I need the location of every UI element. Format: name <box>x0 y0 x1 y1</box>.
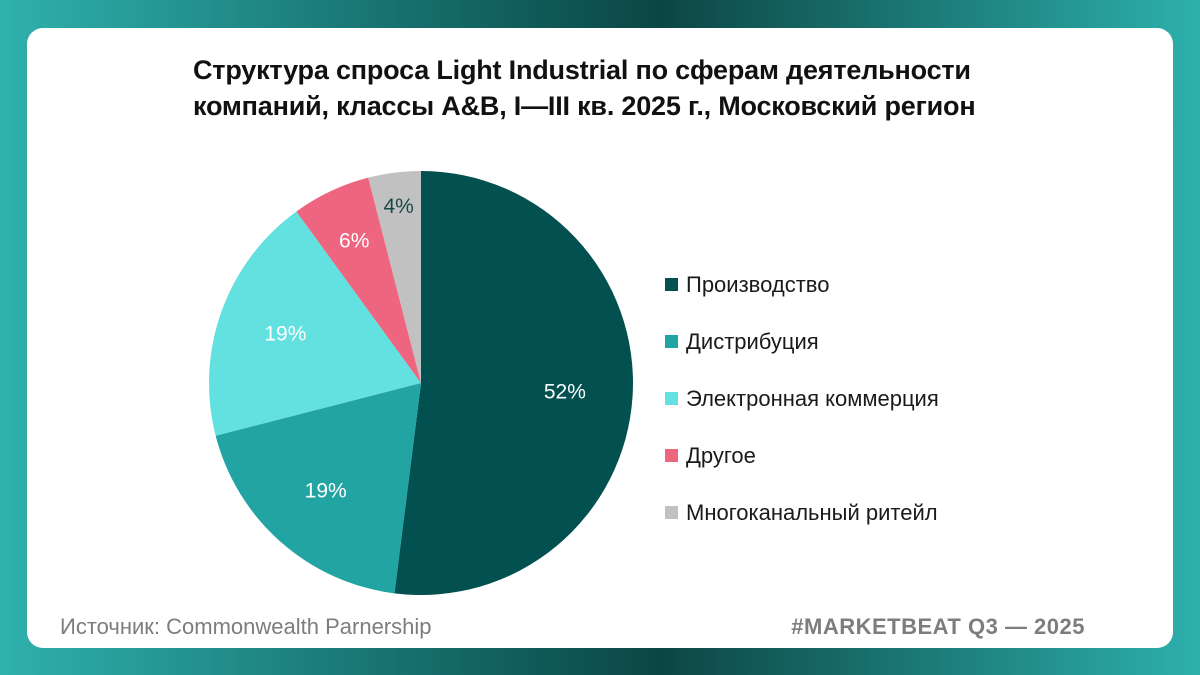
pie-slice-4 <box>296 177 421 383</box>
chart-card: Структура спроса Light Industrial по сфе… <box>27 28 1173 648</box>
legend-item-1: Производство <box>665 256 939 313</box>
pie-slice-label-2: 19% <box>305 480 347 503</box>
marketbeat-tag: #MARKETBEAT Q3 — 2025 <box>791 614 1085 639</box>
legend-label: Производство <box>686 271 830 297</box>
pie-slice-label-5: 4% <box>384 195 414 218</box>
chart-title-line-1: Структура спроса Light Industrial по сфе… <box>193 55 971 85</box>
chart-title-line-2: компаний, классы A&B, I—III кв. 2025 г.,… <box>193 91 976 121</box>
pie-chart: 52% 19% 19% 6% 4% <box>209 171 633 595</box>
legend-item-4: Другое <box>665 427 939 484</box>
legend-swatch <box>665 278 678 291</box>
legend-item-3: Электронная коммерция <box>665 370 939 427</box>
pie-slice-3 <box>209 211 421 436</box>
pie-slice-2 <box>215 383 421 594</box>
legend-label: Другое <box>686 442 756 468</box>
legend-swatch <box>665 506 678 519</box>
pie-slice-1 <box>394 171 633 595</box>
legend-swatch <box>665 392 678 405</box>
chart-title: Структура спроса Light Industrial по сфе… <box>193 52 1093 124</box>
legend-item-5: Многоканальный ритейл <box>665 484 939 541</box>
source-note: Источник: Commonwealth Parnership <box>60 614 432 639</box>
pie-slice-label-3: 19% <box>264 323 306 346</box>
legend-label: Электронная коммерция <box>686 385 939 411</box>
legend-label: Многоканальный ритейл <box>686 499 938 525</box>
pie-slice-label-1: 52% <box>544 381 586 404</box>
pie-slice-5 <box>368 171 421 383</box>
legend-swatch <box>665 449 678 462</box>
legend-item-2: Дистрибуция <box>665 313 939 370</box>
chart-legend: Производство Дистрибуция Электронная комме… <box>665 256 939 541</box>
legend-swatch <box>665 335 678 348</box>
pie-slice-label-4: 6% <box>339 230 369 253</box>
legend-label: Дистрибуция <box>686 328 819 354</box>
